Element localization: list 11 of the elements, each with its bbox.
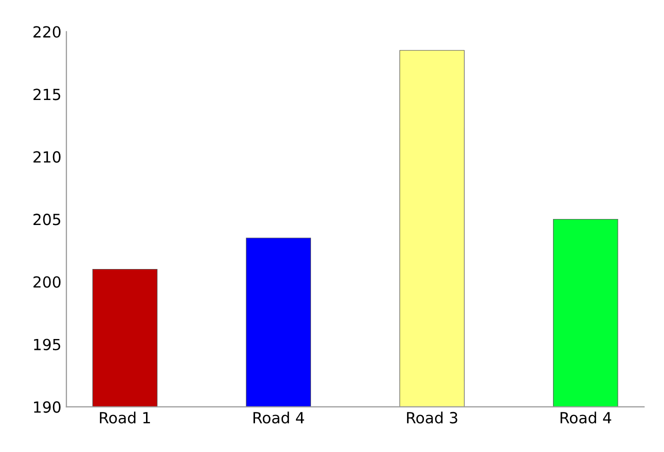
y-tick-label: 220 bbox=[33, 26, 61, 38]
y-tick-label: 215 bbox=[33, 88, 60, 100]
y-tick-label: 190 bbox=[34, 401, 61, 413]
y-tick-label: 205 bbox=[33, 214, 60, 226]
x-tick-label: Road 3 bbox=[407, 412, 458, 424]
x-tick-label: Road 1 bbox=[100, 412, 150, 424]
y-tick-label: 200 bbox=[33, 276, 61, 288]
y-tick-label: 210 bbox=[33, 151, 61, 163]
x-tick-label: Road 4 bbox=[560, 412, 612, 424]
x-tick-label: Road 4 bbox=[254, 412, 304, 424]
y-tick-label: 195 bbox=[34, 338, 60, 350]
